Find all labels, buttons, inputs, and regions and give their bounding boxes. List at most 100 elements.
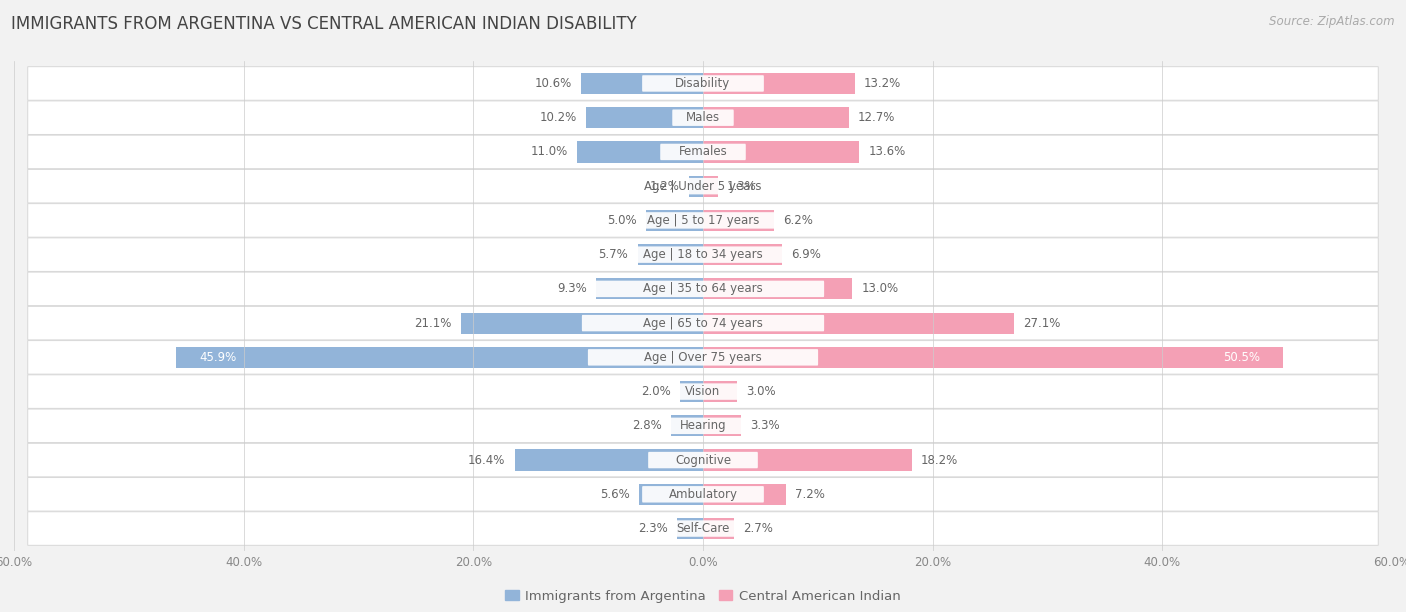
FancyBboxPatch shape — [28, 67, 1378, 100]
Text: 2.7%: 2.7% — [744, 522, 773, 535]
Text: 13.6%: 13.6% — [869, 146, 905, 159]
Bar — [703, 381, 738, 402]
Text: Hearing: Hearing — [679, 419, 727, 432]
FancyBboxPatch shape — [28, 170, 1378, 203]
FancyBboxPatch shape — [28, 477, 1378, 511]
FancyBboxPatch shape — [582, 315, 824, 331]
Text: 12.7%: 12.7% — [858, 111, 896, 124]
Text: Age | 65 to 74 years: Age | 65 to 74 years — [643, 316, 763, 330]
FancyBboxPatch shape — [28, 238, 1378, 271]
Bar — [703, 313, 1014, 334]
Text: 9.3%: 9.3% — [557, 282, 588, 296]
Text: 10.2%: 10.2% — [540, 111, 576, 124]
Text: 27.1%: 27.1% — [1024, 316, 1060, 330]
Bar — [703, 518, 734, 539]
FancyBboxPatch shape — [28, 204, 1378, 237]
Text: Age | 5 to 17 years: Age | 5 to 17 years — [647, 214, 759, 227]
Text: 18.2%: 18.2% — [921, 453, 959, 466]
Bar — [461, 313, 703, 334]
Text: Ambulatory: Ambulatory — [668, 488, 738, 501]
Bar — [581, 73, 703, 94]
Text: Age | 35 to 64 years: Age | 35 to 64 years — [643, 282, 763, 296]
Bar — [645, 210, 703, 231]
Text: Age | Under 5 years: Age | Under 5 years — [644, 180, 762, 193]
Bar — [703, 107, 849, 129]
Bar — [638, 483, 703, 505]
FancyBboxPatch shape — [582, 247, 824, 263]
Bar — [176, 347, 703, 368]
Text: 1.2%: 1.2% — [650, 180, 681, 193]
Text: 5.7%: 5.7% — [599, 248, 628, 261]
FancyBboxPatch shape — [588, 212, 818, 229]
Text: 3.3%: 3.3% — [749, 419, 780, 432]
Text: 2.8%: 2.8% — [631, 419, 662, 432]
Text: 2.3%: 2.3% — [638, 522, 668, 535]
Text: 45.9%: 45.9% — [198, 351, 236, 364]
Bar — [703, 210, 775, 231]
Bar — [586, 107, 703, 129]
Bar — [576, 141, 703, 163]
Bar — [703, 244, 782, 265]
Text: Cognitive: Cognitive — [675, 453, 731, 466]
Text: 50.5%: 50.5% — [1223, 351, 1260, 364]
FancyBboxPatch shape — [28, 341, 1378, 374]
Text: Self-Care: Self-Care — [676, 522, 730, 535]
FancyBboxPatch shape — [28, 307, 1378, 340]
Bar — [681, 381, 703, 402]
Text: Age | Over 75 years: Age | Over 75 years — [644, 351, 762, 364]
FancyBboxPatch shape — [28, 409, 1378, 442]
Text: 1.3%: 1.3% — [727, 180, 756, 193]
Bar — [637, 244, 703, 265]
Bar — [596, 278, 703, 299]
Bar — [703, 141, 859, 163]
Text: 5.0%: 5.0% — [607, 214, 637, 227]
FancyBboxPatch shape — [28, 512, 1378, 545]
FancyBboxPatch shape — [648, 520, 758, 537]
Text: Males: Males — [686, 111, 720, 124]
Bar — [703, 449, 912, 471]
Text: Age | 18 to 34 years: Age | 18 to 34 years — [643, 248, 763, 261]
FancyBboxPatch shape — [648, 452, 758, 468]
Bar — [703, 176, 718, 197]
Text: IMMIGRANTS FROM ARGENTINA VS CENTRAL AMERICAN INDIAN DISABILITY: IMMIGRANTS FROM ARGENTINA VS CENTRAL AME… — [11, 15, 637, 33]
FancyBboxPatch shape — [672, 110, 734, 126]
FancyBboxPatch shape — [666, 383, 740, 400]
Text: 10.6%: 10.6% — [534, 77, 572, 90]
Text: 5.6%: 5.6% — [600, 488, 630, 501]
Text: 16.4%: 16.4% — [468, 453, 506, 466]
Text: Source: ZipAtlas.com: Source: ZipAtlas.com — [1270, 15, 1395, 28]
Bar — [671, 415, 703, 436]
FancyBboxPatch shape — [28, 375, 1378, 408]
FancyBboxPatch shape — [643, 75, 763, 92]
Bar — [676, 518, 703, 539]
Bar — [703, 73, 855, 94]
Bar — [703, 347, 1282, 368]
FancyBboxPatch shape — [588, 349, 818, 365]
Text: 11.0%: 11.0% — [530, 146, 568, 159]
Text: Disability: Disability — [675, 77, 731, 90]
Bar — [515, 449, 703, 471]
FancyBboxPatch shape — [28, 135, 1378, 169]
Bar — [703, 483, 786, 505]
Text: 6.2%: 6.2% — [783, 214, 813, 227]
Text: 6.9%: 6.9% — [792, 248, 821, 261]
Bar — [703, 415, 741, 436]
Text: 2.0%: 2.0% — [641, 385, 671, 398]
Text: 7.2%: 7.2% — [794, 488, 825, 501]
FancyBboxPatch shape — [588, 178, 818, 195]
Text: Females: Females — [679, 146, 727, 159]
FancyBboxPatch shape — [643, 486, 763, 502]
FancyBboxPatch shape — [661, 144, 745, 160]
FancyBboxPatch shape — [28, 272, 1378, 305]
Text: 13.0%: 13.0% — [862, 282, 898, 296]
Text: 21.1%: 21.1% — [415, 316, 451, 330]
FancyBboxPatch shape — [582, 281, 824, 297]
Bar — [689, 176, 703, 197]
Text: Vision: Vision — [685, 385, 721, 398]
Legend: Immigrants from Argentina, Central American Indian: Immigrants from Argentina, Central Ameri… — [501, 584, 905, 608]
FancyBboxPatch shape — [28, 101, 1378, 135]
Text: 13.2%: 13.2% — [863, 77, 901, 90]
Bar — [703, 278, 852, 299]
FancyBboxPatch shape — [28, 443, 1378, 477]
FancyBboxPatch shape — [661, 417, 745, 434]
